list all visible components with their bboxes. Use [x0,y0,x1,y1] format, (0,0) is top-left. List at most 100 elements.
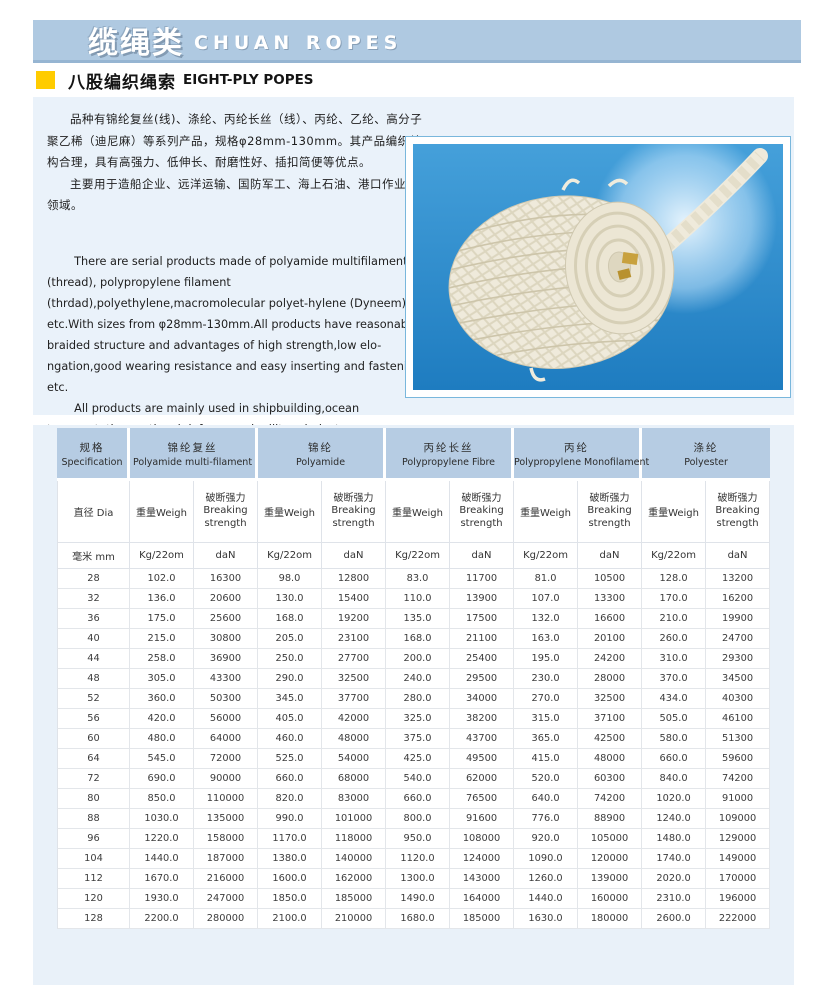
value-cell: 48000 [322,729,387,749]
value-cell: 660.0 [386,789,451,809]
intro-paragraph-en-1: There are serial products made of polyam… [47,254,422,394]
value-cell: 247000 [194,889,259,909]
value-cell: 222000 [706,909,771,929]
subheader-weight: 重量Weigh [258,481,323,543]
value-cell: 32500 [322,669,387,689]
diameter-cell: 128 [57,909,130,929]
group-label-en: Polyamide multi-filament [132,456,253,468]
value-cell: 185000 [450,909,515,929]
value-cell: 140000 [322,849,387,869]
value-cell: 370.0 [642,669,707,689]
value-cell: 74200 [706,769,771,789]
value-cell: 37700 [322,689,387,709]
strength-label-zh: 破断强力 [333,492,374,504]
subheader-weight: 重量Weigh [130,481,194,543]
table-row: 120 1930.0 247000 1850.0 185000 1490.0 164000 1… [57,889,771,909]
table-row: 60 480.0 64000 460.0 48000 375.0 43700 365.0 425… [57,729,771,749]
table-row: 32 136.0 20600 130.0 15400 110.0 13900 107.0 133… [57,589,771,609]
value-cell: 525.0 [258,749,323,769]
diameter-cell: 32 [57,589,130,609]
subtitle-zh: 八股编织绳索 [68,72,176,93]
diameter-cell: 80 [57,789,130,809]
value-cell: 545.0 [130,749,194,769]
unit-strength: daN [194,543,259,569]
value-cell: 1380.0 [258,849,323,869]
unit-strength: daN [450,543,515,569]
value-cell: 109000 [706,809,771,829]
value-cell: 49500 [450,749,515,769]
table-row: 72 690.0 90000 660.0 68000 540.0 62000 520.0 603… [57,769,771,789]
value-cell: 280.0 [386,689,451,709]
strength-label-en: Breaking strength [587,505,632,529]
diameter-cell: 48 [57,669,130,689]
diameter-cell: 56 [57,709,130,729]
value-cell: 1440.0 [514,889,579,909]
unit-weight: Kg/22om [514,543,579,569]
subheader-strength: 破断强力 Breaking strength [322,481,387,543]
value-cell: 434.0 [642,689,707,709]
value-cell: 1020.0 [642,789,707,809]
table-row: 52 360.0 50300 345.0 37700 280.0 34000 270.0 325… [57,689,771,709]
table-row: 112 1670.0 216000 1600.0 162000 1300.0 143000 1… [57,869,771,889]
value-cell: 20100 [578,629,643,649]
strength-label-en: Breaking strength [331,505,376,529]
value-cell: 42500 [578,729,643,749]
value-cell: 195.0 [514,649,579,669]
value-cell: 24200 [578,649,643,669]
value-cell: 290.0 [258,669,323,689]
value-cell: 129000 [706,829,771,849]
value-cell: 240.0 [386,669,451,689]
value-cell: 196000 [706,889,771,909]
value-cell: 1850.0 [258,889,323,909]
group-label-en: Specification [61,456,123,468]
value-cell: 160000 [578,889,643,909]
value-cell: 62000 [450,769,515,789]
strength-label-en: Breaking strength [459,505,504,529]
table-row: 40 215.0 30800 205.0 23100 168.0 21100 163.0 201… [57,629,771,649]
value-cell: 124000 [450,849,515,869]
value-cell: 850.0 [130,789,194,809]
value-cell: 1260.0 [514,869,579,889]
value-cell: 120000 [578,849,643,869]
value-cell: 136.0 [130,589,194,609]
diameter-cell: 120 [57,889,130,909]
value-cell: 200.0 [386,649,451,669]
subheader-dia: 直径 Dia [57,481,130,543]
value-cell: 170000 [706,869,771,889]
value-cell: 163.0 [514,629,579,649]
value-cell: 48000 [578,749,643,769]
diameter-cell: 44 [57,649,130,669]
value-cell: 1030.0 [130,809,194,829]
table-row: 96 1220.0 158000 1170.0 118000 950.0 108000 920… [57,829,771,849]
value-cell: 132.0 [514,609,579,629]
value-cell: 210000 [322,909,387,929]
value-cell: 128.0 [642,569,707,589]
table-units-row: 毫米 mm Kg/22om daN Kg/22om daN Kg/22om daN Kg/22… [57,543,771,569]
diameter-cell: 28 [57,569,130,589]
value-cell: 280000 [194,909,259,929]
value-cell: 305.0 [130,669,194,689]
value-cell: 110000 [194,789,259,809]
column-group-header: 锦纶 Polyamide [258,428,387,481]
value-cell: 139000 [578,869,643,889]
value-cell: 43300 [194,669,259,689]
value-cell: 29300 [706,649,771,669]
value-cell: 91600 [450,809,515,829]
intro-paragraph-zh-1: 品种有锦纶复丝(线)、涤纶、丙纶长丝（线）、丙纶、乙纶、高分子聚乙稀（迪尼麻）等… [47,112,423,169]
value-cell: 1220.0 [130,829,194,849]
strength-label-zh: 破断强力 [589,492,630,504]
value-cell: 83000 [322,789,387,809]
group-label-en: Polyamide [295,456,346,468]
value-cell: 660.0 [258,769,323,789]
value-cell: 34000 [450,689,515,709]
unit-strength: daN [706,543,771,569]
value-cell: 50300 [194,689,259,709]
diameter-cell: 112 [57,869,130,889]
value-cell: 460.0 [258,729,323,749]
value-cell: 840.0 [642,769,707,789]
value-cell: 1670.0 [130,869,194,889]
subheader-weight: 重量Weigh [514,481,579,543]
diameter-cell: 88 [57,809,130,829]
value-cell: 1600.0 [258,869,323,889]
value-cell: 1300.0 [386,869,451,889]
